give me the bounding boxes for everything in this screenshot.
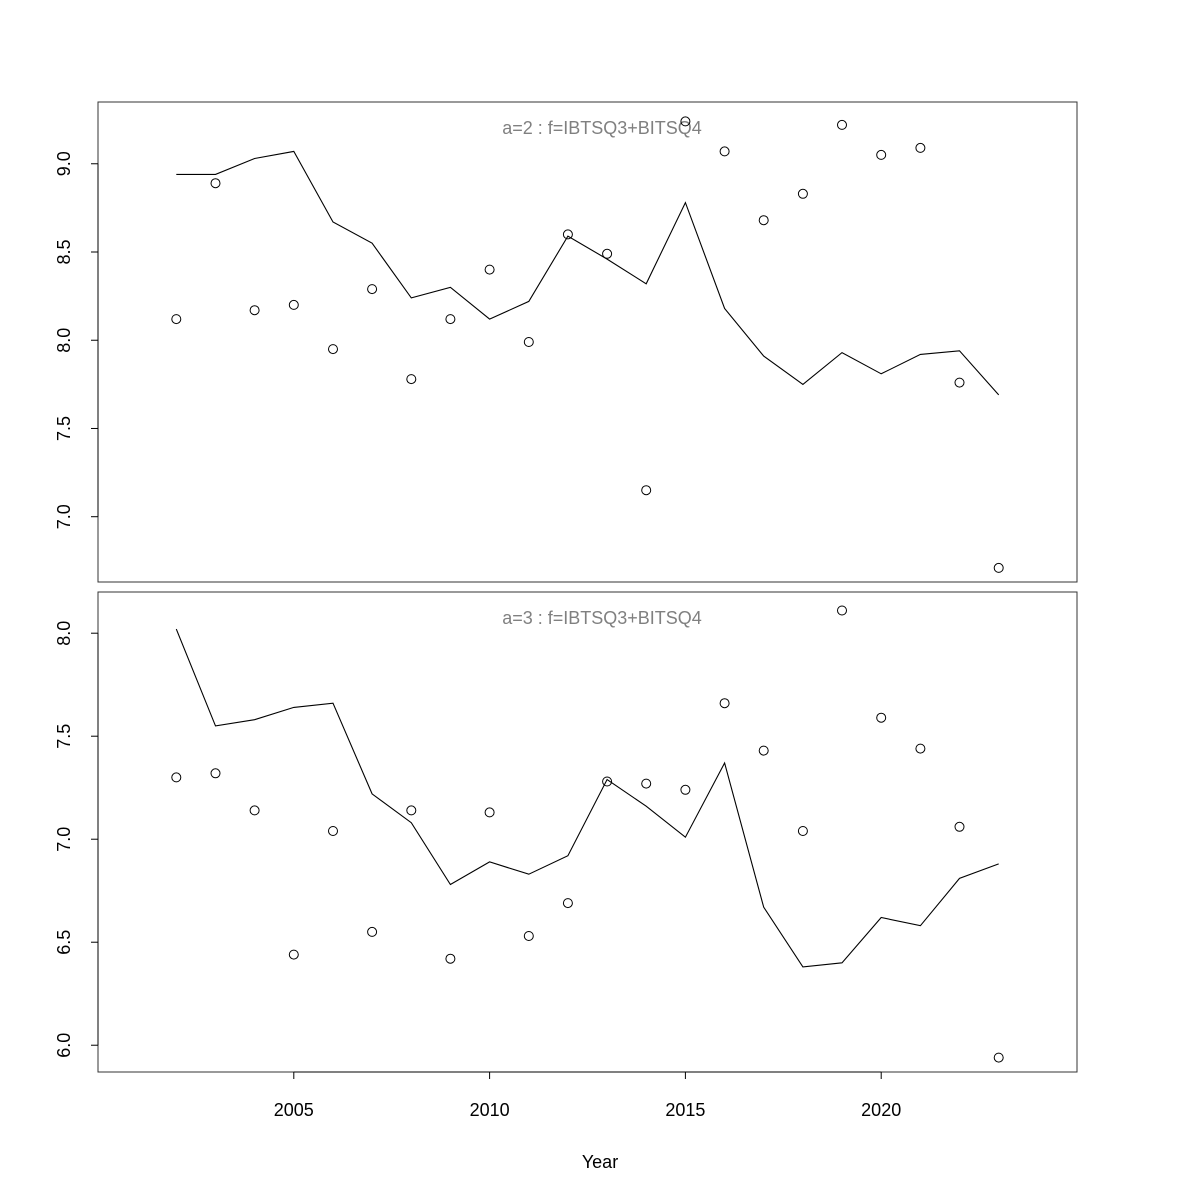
top-observed-point <box>210 178 221 189</box>
x-tick-label: 2015 <box>665 1100 705 1120</box>
bottom-observed-point <box>406 805 417 816</box>
panel-bottom: a=3 : f=IBTSQ3+BITSQ4 6.0 6.5 7.0 7.5 8.0 <box>54 591 1078 1073</box>
top-observed-point <box>328 344 338 355</box>
top-observed-point <box>837 119 847 130</box>
bottom-observed-point <box>445 953 456 964</box>
bottom-observed-point <box>249 805 260 816</box>
top-observed-point <box>719 146 730 157</box>
panel-top-y-axis: 7.0 7.5 8.0 8.5 9.0 <box>54 151 99 529</box>
bottom-observed-point <box>954 821 965 832</box>
top-observed-point <box>171 314 182 325</box>
top-observed-point <box>602 248 613 259</box>
top-y-tick-label: 8.0 <box>54 328 74 353</box>
bottom-observed-point <box>680 784 691 795</box>
bottom-observed-point <box>484 807 495 818</box>
panel-top-marks <box>171 116 1004 573</box>
top-observed-point <box>445 314 456 325</box>
bottom-y-tick-label: 7.0 <box>54 827 74 852</box>
x-tick-label: 2005 <box>274 1100 314 1120</box>
top-observed-point <box>484 264 495 275</box>
x-tick-label: 2010 <box>470 1100 510 1120</box>
top-observed-point <box>797 188 808 199</box>
top-observed-point <box>758 215 769 226</box>
panel-top-frame <box>97 101 1078 583</box>
top-observed-point <box>876 149 887 160</box>
bottom-fitted-line <box>175 628 999 968</box>
bottom-observed-point <box>367 926 378 937</box>
panel-bottom-marks <box>171 605 1004 1063</box>
top-y-tick-label: 7.0 <box>54 504 74 529</box>
bottom-observed-point <box>797 826 808 836</box>
top-observed-point <box>523 337 534 347</box>
bottom-observed-point <box>210 768 221 779</box>
top-observed-point <box>562 229 573 240</box>
top-observed-point <box>993 562 1004 573</box>
bottom-observed-point <box>171 772 182 783</box>
panel-bottom-frame <box>97 591 1078 1073</box>
bottom-observed-point <box>993 1052 1004 1063</box>
x-axis: 2005 2010 2015 2020 <box>274 1071 901 1120</box>
bottom-y-tick-label: 6.5 <box>54 930 74 955</box>
bottom-observed-point <box>523 931 534 941</box>
panel-top-title: a=2 : f=IBTSQ3+BITSQ4 <box>502 118 702 138</box>
bottom-observed-point <box>562 898 573 909</box>
top-observed-point <box>915 142 926 153</box>
bottom-y-tick-label: 7.5 <box>54 724 74 749</box>
bottom-y-tick-label: 6.0 <box>54 1033 74 1058</box>
top-observed-point <box>288 299 299 310</box>
bottom-observed-point <box>758 745 769 756</box>
bottom-observed-point <box>641 778 652 789</box>
bottom-observed-point <box>915 743 926 754</box>
bottom-observed-point <box>719 698 730 709</box>
top-y-tick-label: 8.5 <box>54 239 74 264</box>
bottom-observed-point <box>602 776 613 787</box>
top-observed-point <box>954 377 965 388</box>
top-observed-point <box>367 284 378 295</box>
top-y-tick-label: 7.5 <box>54 416 74 441</box>
top-y-tick-label: 9.0 <box>54 151 74 176</box>
panel-bottom-y-axis: 6.0 6.5 7.0 7.5 8.0 <box>54 621 99 1058</box>
bottom-observed-point <box>288 949 299 960</box>
panel-top: a=2 : f=IBTSQ3+BITSQ4 7.0 7.5 8.0 8.5 9.0 <box>54 101 1078 583</box>
panel-bottom-title: a=3 : f=IBTSQ3+BITSQ4 <box>502 608 702 628</box>
top-fitted-line <box>176 150 1000 396</box>
bottom-observed-point <box>328 826 338 836</box>
bottom-observed-point <box>876 712 887 723</box>
top-observed-point <box>641 485 652 496</box>
x-axis-title: Year <box>582 1152 618 1172</box>
top-observed-point <box>680 116 691 127</box>
bottom-observed-point <box>837 605 847 616</box>
bottom-y-tick-label: 8.0 <box>54 621 74 646</box>
top-observed-point <box>249 305 260 316</box>
x-tick-label: 2020 <box>861 1100 901 1120</box>
top-observed-point <box>406 374 417 385</box>
